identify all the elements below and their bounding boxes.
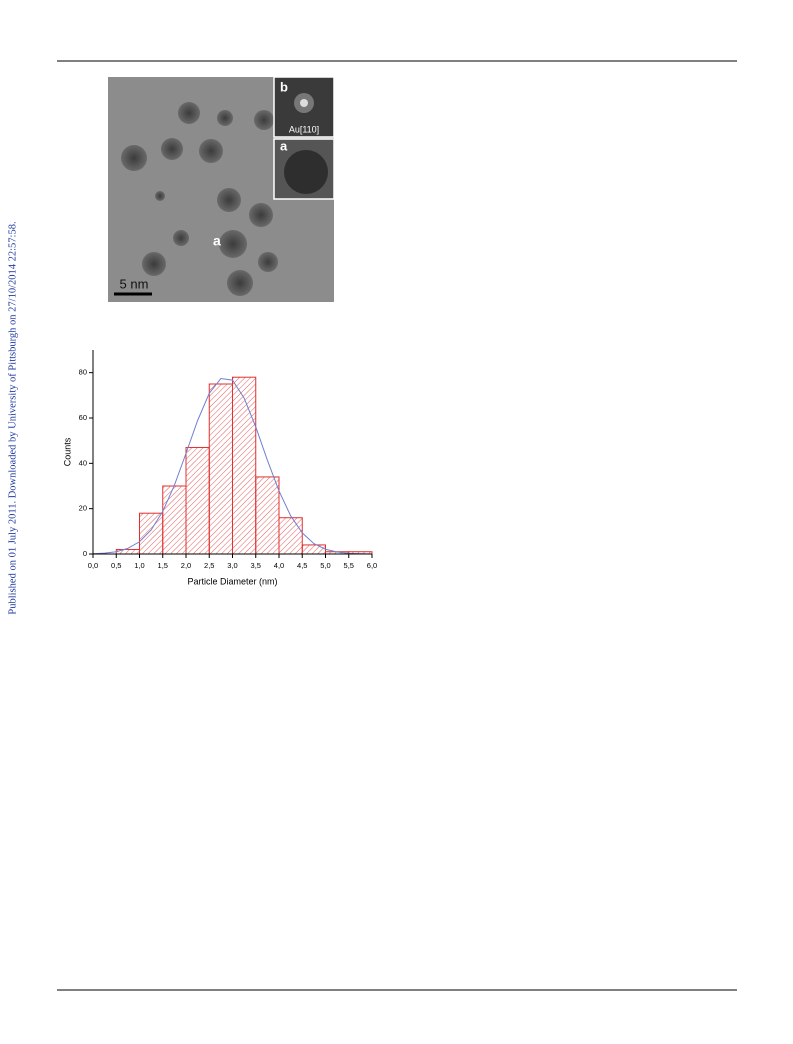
x-tick-label: 3,0 (227, 561, 237, 570)
y-tick-label: 80 (79, 368, 87, 377)
bar (139, 512, 164, 555)
fit-curve (92, 378, 373, 555)
x-tick-label: 5,0 (320, 561, 330, 570)
x-tick-label: 4,0 (274, 561, 284, 570)
histogram: 0 20 40 60 80 0,0 0,5 1,0 1,5 2,0 2,5 3,0 3,5 4,0 4,5 5… (62, 350, 377, 586)
x-tick-label: 6,0 (367, 561, 377, 570)
x-tick-label: 1,0 (134, 561, 144, 570)
y-tick-label: 0 (83, 549, 87, 558)
tem-image: b Au[110] a a 5 nm (108, 76, 335, 302)
nanoparticles (121, 102, 278, 296)
y-axis-label: Counts (62, 437, 72, 466)
side-note: Published on 01 July 2011. Downloaded by… (7, 221, 18, 614)
bar (301, 544, 326, 555)
bar (255, 476, 280, 555)
x-tick-label: 0,5 (111, 561, 121, 570)
scale-bar-label: 5 nm (120, 276, 149, 291)
bar (278, 517, 303, 555)
y-tick-label: 40 (79, 458, 87, 467)
bar (208, 383, 233, 555)
bar (115, 548, 140, 555)
inset-label: b (280, 79, 288, 94)
fft-spot (300, 99, 308, 107)
x-tick-label: 3,5 (251, 561, 261, 570)
bar (162, 485, 187, 555)
bar (232, 376, 257, 555)
inset-caption: Au[110] (289, 124, 319, 134)
y-tick-label: 60 (79, 413, 87, 422)
x-tick-label: 0,0 (88, 561, 98, 570)
particle-label: a (213, 233, 221, 249)
inset-label: a (280, 138, 288, 153)
inset-particle-dot (284, 150, 328, 194)
x-tick-label: 2,5 (204, 561, 214, 570)
x-tick-label: 5,5 (344, 561, 354, 570)
x-tick-label: 1,5 (158, 561, 168, 570)
y-tick-label: 20 (79, 504, 87, 513)
bar (185, 446, 210, 555)
x-tick-label: 4,5 (297, 561, 307, 570)
x-tick-label: 2,0 (181, 561, 191, 570)
x-axis-label: Particle Diameter (nm) (187, 576, 277, 586)
